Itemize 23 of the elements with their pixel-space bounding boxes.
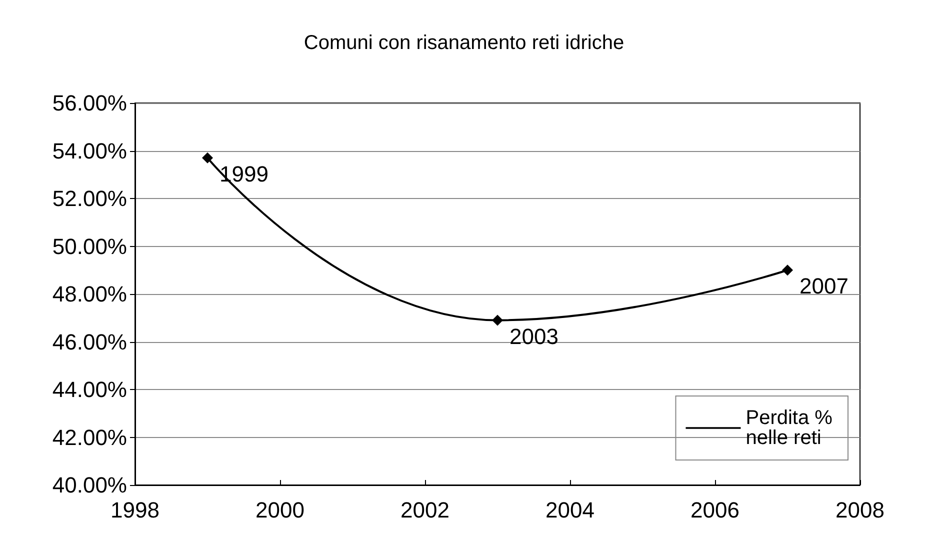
y-tick-label: 44.00% [52, 377, 127, 402]
chart-title: Comuni con risanamento reti idriche [304, 32, 624, 54]
x-tick-label: 1998 [110, 498, 160, 522]
y-tick-label: 52.00% [52, 186, 127, 211]
annotation: 2007 [800, 274, 848, 299]
x-tick-label: 2004 [546, 498, 594, 522]
y-tick-label: 50.00% [52, 234, 127, 259]
x-tick-label: 2006 [690, 498, 740, 522]
x-tick-label: 2002 [400, 498, 450, 522]
y-tick-label: 46.00% [52, 329, 127, 354]
y-tick-label: 48.00% [52, 282, 127, 306]
x-tick-label: 2008 [836, 498, 884, 522]
point [782, 264, 793, 276]
y-tick-label: 40.00% [52, 472, 127, 498]
y-tick-label: 54.00% [52, 138, 127, 164]
x-tick-label: 2000 [256, 498, 304, 522]
legend-label: Perdita % nelle reti [746, 407, 838, 449]
y-tick-label: 56.00% [52, 90, 127, 116]
annotation: 2003 [510, 324, 558, 349]
point [202, 152, 213, 164]
annotation: 1999 [220, 161, 268, 186]
point [492, 314, 503, 326]
y-tick-label: 42.00% [52, 424, 127, 450]
